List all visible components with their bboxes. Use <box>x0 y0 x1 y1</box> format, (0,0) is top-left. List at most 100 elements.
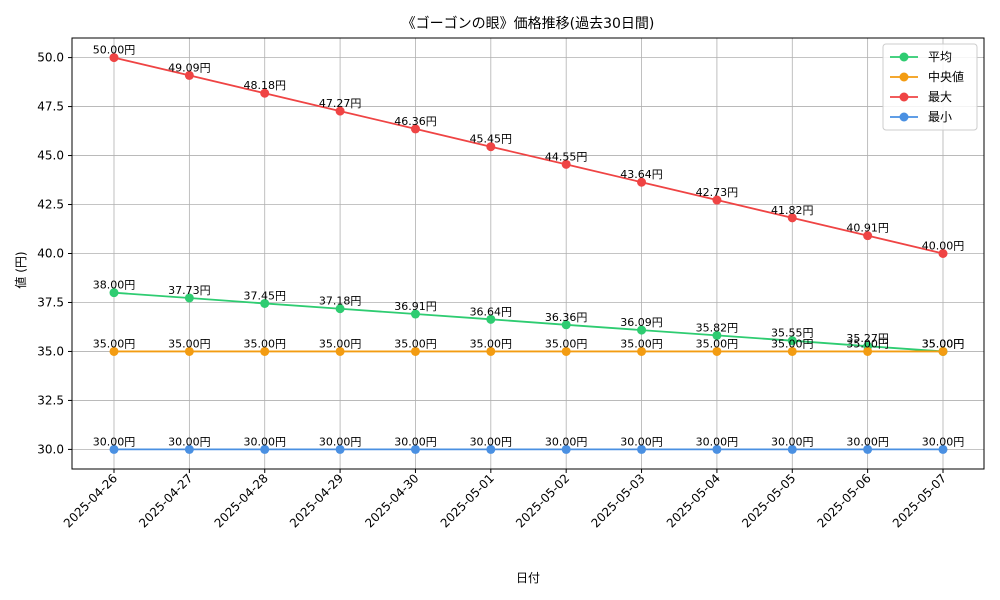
data-label: 36.09円 <box>620 316 663 329</box>
legend-swatch-marker <box>899 112 909 122</box>
data-label: 47.27円 <box>319 97 362 110</box>
data-point <box>863 444 873 454</box>
data-label: 30.00円 <box>243 435 286 448</box>
data-point <box>260 88 270 98</box>
data-point <box>637 444 647 454</box>
data-label: 35.00円 <box>922 337 965 350</box>
data-point <box>561 320 571 330</box>
data-point <box>486 142 496 152</box>
data-point <box>863 231 873 241</box>
x-tick-label: 2025-04-26 <box>61 471 120 530</box>
data-label: 35.00円 <box>319 337 362 350</box>
data-label: 42.73円 <box>696 186 739 199</box>
data-point <box>184 70 194 80</box>
data-point <box>335 444 345 454</box>
legend-label: 平均 <box>928 50 952 64</box>
data-label: 35.82円 <box>696 321 739 334</box>
data-label: 36.91円 <box>394 300 437 313</box>
data-point <box>561 159 571 169</box>
x-tick-label: 2025-05-06 <box>815 471 874 530</box>
legend-swatch-marker <box>899 92 909 102</box>
x-axis: 2025-04-26 2025-04-27 2025-04-28 2025-04-29… <box>61 469 949 530</box>
x-tick-label: 2025-04-29 <box>287 471 346 530</box>
grid <box>72 38 984 469</box>
data-point <box>260 444 270 454</box>
data-label: 45.45円 <box>470 133 513 146</box>
data-label: 35.00円 <box>620 337 663 350</box>
data-label: 38.00円 <box>93 279 136 292</box>
data-point <box>109 53 119 63</box>
y-tick-label: 40.0 <box>37 247 64 261</box>
data-label: 30.00円 <box>696 435 739 448</box>
data-point <box>109 346 119 356</box>
x-tick-label: 2025-05-02 <box>513 471 572 530</box>
y-tick-label: 50.0 <box>37 51 64 65</box>
y-axis-label: 値 (円) <box>13 251 28 288</box>
x-tick-label: 2025-05-03 <box>588 471 647 530</box>
data-label: 30.00円 <box>620 435 663 448</box>
data-label: 44.55円 <box>545 150 588 163</box>
data-label: 35.00円 <box>470 337 513 350</box>
data-point <box>260 298 270 308</box>
data-point <box>787 213 797 223</box>
data-point <box>787 346 797 356</box>
data-point <box>486 346 496 356</box>
data-label: 41.82円 <box>771 204 814 217</box>
data-label: 43.64円 <box>620 168 663 181</box>
data-label: 49.09円 <box>168 61 211 74</box>
data-point <box>637 177 647 187</box>
y-tick-label: 37.5 <box>37 295 64 309</box>
data-label: 37.73円 <box>168 284 211 297</box>
x-tick-label: 2025-05-07 <box>890 471 949 530</box>
legend-swatch-marker <box>899 72 909 82</box>
legend-swatch-marker <box>899 52 909 62</box>
data-point <box>335 106 345 116</box>
data-label: 35.00円 <box>922 337 965 350</box>
data-label: 37.45円 <box>243 289 286 302</box>
x-axis-label: 日付 <box>516 571 540 585</box>
data-label: 30.00円 <box>319 435 362 448</box>
data-label: 36.36円 <box>545 311 588 324</box>
data-point <box>938 249 948 258</box>
y-tick-label: 32.5 <box>37 393 64 407</box>
x-tick-label: 2025-05-01 <box>438 471 497 530</box>
y-tick-label: 45.0 <box>37 149 64 163</box>
y-tick-label: 42.5 <box>37 198 64 212</box>
legend-label: 最小 <box>928 110 952 124</box>
data-point <box>410 124 420 134</box>
data-label: 30.00円 <box>545 435 588 448</box>
data-point <box>712 330 722 340</box>
data-point <box>109 444 119 454</box>
data-point <box>410 309 420 319</box>
data-point <box>787 336 797 346</box>
data-point <box>712 346 722 356</box>
data-point <box>712 444 722 454</box>
data-label: 35.00円 <box>394 337 437 350</box>
y-tick-label: 47.5 <box>37 100 64 114</box>
data-label: 35.00円 <box>545 337 588 350</box>
data-label: 40.00円 <box>922 240 965 253</box>
data-point <box>863 346 873 356</box>
series-group <box>109 53 948 454</box>
legend-box <box>882 43 978 131</box>
series-line <box>113 291 944 353</box>
data-label: 50.00円 <box>93 44 136 57</box>
data-point <box>938 444 948 454</box>
data-label: 35.00円 <box>696 337 739 350</box>
data-label: 30.00円 <box>846 435 889 448</box>
data-point <box>561 444 571 454</box>
x-tick-label: 2025-04-27 <box>136 471 195 530</box>
data-label: 35.27円 <box>846 332 889 345</box>
data-point <box>787 444 797 454</box>
data-point <box>109 288 119 298</box>
data-label: 40.91円 <box>846 222 889 235</box>
data-point <box>637 325 647 335</box>
legend-label: 中央値 <box>928 69 964 84</box>
data-label: 35.00円 <box>93 337 136 350</box>
data-point <box>184 293 194 303</box>
y-axis: 30.0 32.5 35.0 37.5 40.0 42.5 45.0 47.5 50.0 <box>37 51 72 456</box>
data-point <box>410 346 420 356</box>
data-point <box>260 346 270 356</box>
